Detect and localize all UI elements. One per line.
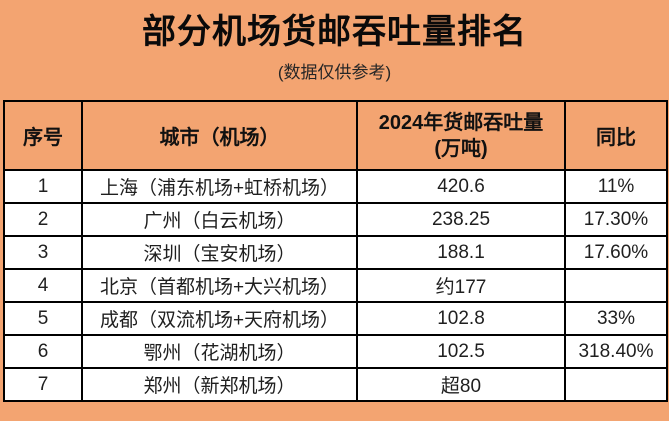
throughput-cell: 238.25 [356, 202, 566, 237]
table-row: 4 北京（首都机场+大兴机场） 约177 [3, 268, 668, 303]
rank-cell: 6 [3, 334, 83, 369]
throughput-cell: 约177 [356, 268, 566, 303]
yoy-cell [564, 268, 668, 303]
table-row: 5 成都（双流机场+天府机场） 102.8 33% [3, 301, 668, 336]
table-header-row: 序号 城市（机场） 2024年货邮吞吐量 (万吨) 同比 [3, 100, 668, 171]
header-rank: 序号 [3, 100, 83, 171]
yoy-cell: 17.60% [564, 235, 668, 270]
table-row: 6 鄂州（花湖机场） 102.5 318.40% [3, 334, 668, 369]
yoy-cell: 11% [564, 169, 668, 204]
rank-cell: 4 [3, 268, 83, 303]
throughput-cell: 102.8 [356, 301, 566, 336]
header-throughput: 2024年货邮吞吐量 (万吨) [356, 100, 566, 171]
page-header: 部分机场货邮吞吐量排名 (数据仅供参考) [0, 0, 669, 100]
table-row: 7 郑州（新郑机场） 超80 [3, 367, 668, 402]
page-subtitle: (数据仅供参考) [277, 62, 392, 82]
city-cell: 上海（浦东机场+虹桥机场） [81, 169, 358, 204]
yoy-cell: 318.40% [564, 334, 668, 369]
city-cell: 成都（双流机场+天府机场） [81, 301, 358, 336]
header-throughput-line1: 2024年货邮吞吐量 [378, 111, 544, 134]
throughput-cell: 420.6 [356, 169, 566, 204]
table-row: 3 深圳（宝安机场） 188.1 17.60% [3, 235, 668, 270]
table-row: 1 上海（浦东机场+虹桥机场） 420.6 11% [3, 169, 668, 204]
city-cell: 深圳（宝安机场） [81, 235, 358, 270]
ranking-table: 序号 城市（机场） 2024年货邮吞吐量 (万吨) 同比 1 上海（浦东机场+虹… [3, 100, 668, 402]
yoy-cell: 17.30% [564, 202, 668, 237]
rank-cell: 5 [3, 301, 83, 336]
header-yoy: 同比 [564, 100, 668, 171]
rank-cell: 3 [3, 235, 83, 270]
city-cell: 鄂州（花湖机场） [81, 334, 358, 369]
yoy-cell [564, 367, 668, 402]
city-cell: 广州（白云机场） [81, 202, 358, 237]
yoy-cell: 33% [564, 301, 668, 336]
throughput-cell: 188.1 [356, 235, 566, 270]
table-row: 2 广州（白云机场） 238.25 17.30% [3, 202, 668, 237]
header-throughput-line2: (万吨) [434, 137, 488, 160]
header-city: 城市（机场） [81, 100, 358, 171]
city-cell: 北京（首都机场+大兴机场） [81, 268, 358, 303]
rank-cell: 7 [3, 367, 83, 402]
city-cell: 郑州（新郑机场） [81, 367, 358, 402]
rank-cell: 2 [3, 202, 83, 237]
throughput-cell: 102.5 [356, 334, 566, 369]
throughput-cell: 超80 [356, 367, 566, 402]
rank-cell: 1 [3, 169, 83, 204]
page-title: 部分机场货邮吞吐量排名 [142, 13, 527, 51]
